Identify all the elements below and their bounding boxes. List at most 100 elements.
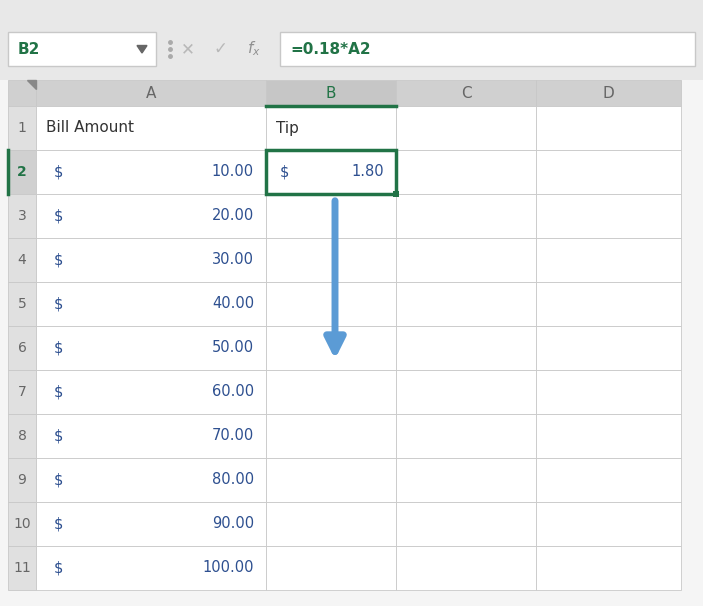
Polygon shape [27,80,36,89]
Bar [266,502,396,546]
Text: 2: 2 [17,165,27,179]
Bar [266,458,396,502]
Bar [36,458,266,502]
Text: 60.00: 60.00 [212,384,254,399]
Bar [396,282,536,326]
Text: 40.00: 40.00 [212,296,254,311]
Bar [8,194,36,238]
Bar [536,150,681,194]
Text: $: $ [280,164,290,179]
Bar [8,106,36,150]
Text: 3: 3 [18,209,27,223]
Bar [266,194,396,238]
Bar [396,458,536,502]
Text: 8: 8 [18,429,27,443]
Bar [36,502,266,546]
Bar [266,370,396,414]
Bar [280,32,695,66]
Bar [536,458,681,502]
Text: 11: 11 [13,561,31,575]
Bar [396,150,536,194]
Bar [536,282,681,326]
Bar [36,238,266,282]
Bar [393,191,399,197]
Text: 10: 10 [13,517,31,531]
Bar [8,32,156,66]
Bar [536,194,681,238]
Bar [266,150,396,194]
Text: 70.00: 70.00 [212,428,254,444]
Bar [8,282,36,326]
Bar [266,106,396,150]
Bar [266,326,396,370]
Text: D: D [602,85,614,101]
Bar [8,370,36,414]
Bar [8,150,36,194]
Bar [36,370,266,414]
Text: $: $ [54,473,63,487]
Text: Bill Amount: Bill Amount [46,121,134,136]
Bar [536,106,681,150]
Bar [266,80,396,106]
Bar [8,502,36,546]
Bar [536,326,681,370]
Bar [8,458,36,502]
Text: 30.00: 30.00 [212,253,254,267]
Bar [396,80,536,106]
Bar [536,546,681,590]
Text: 1.80: 1.80 [352,164,384,179]
Bar [396,370,536,414]
Bar [36,326,266,370]
Bar [266,546,396,590]
Text: $: $ [54,516,63,531]
Text: 100.00: 100.00 [202,561,254,576]
Bar [266,414,396,458]
Text: 1: 1 [18,121,27,135]
Bar [36,106,266,150]
Text: $: $ [54,208,63,224]
Text: $: $ [54,428,63,444]
Text: Tip: Tip [276,121,299,136]
Bar [396,238,536,282]
Text: $: $ [54,164,63,179]
Bar [396,414,536,458]
Text: 4: 4 [18,253,27,267]
Bar [396,326,536,370]
Bar [36,150,266,194]
Bar [8,546,36,590]
Text: $f_x$: $f_x$ [247,39,261,58]
Text: C: C [460,85,471,101]
Bar [536,238,681,282]
Bar [0,80,703,606]
Text: A: A [146,85,156,101]
Bar [536,370,681,414]
Text: 90.00: 90.00 [212,516,254,531]
Bar [536,80,681,106]
Text: $: $ [54,384,63,399]
Text: ✓: ✓ [213,40,227,58]
Bar [266,282,396,326]
Bar [8,326,36,370]
Text: =0.18*A2: =0.18*A2 [290,41,370,56]
Text: $: $ [54,341,63,356]
Text: B: B [325,85,336,101]
Bar [536,414,681,458]
Bar [396,194,536,238]
Text: 80.00: 80.00 [212,473,254,487]
Bar [36,80,266,106]
Text: 10.00: 10.00 [212,164,254,179]
Bar [8,414,36,458]
Text: 7: 7 [18,385,27,399]
Bar [36,194,266,238]
Text: 9: 9 [18,473,27,487]
Text: ✕: ✕ [181,40,195,58]
Text: 6: 6 [18,341,27,355]
Text: $: $ [54,253,63,267]
Text: $: $ [54,561,63,576]
Text: B2: B2 [18,41,40,56]
Text: 5: 5 [18,297,27,311]
Bar [36,414,266,458]
Bar [36,282,266,326]
Bar [396,106,536,150]
Text: 50.00: 50.00 [212,341,254,356]
